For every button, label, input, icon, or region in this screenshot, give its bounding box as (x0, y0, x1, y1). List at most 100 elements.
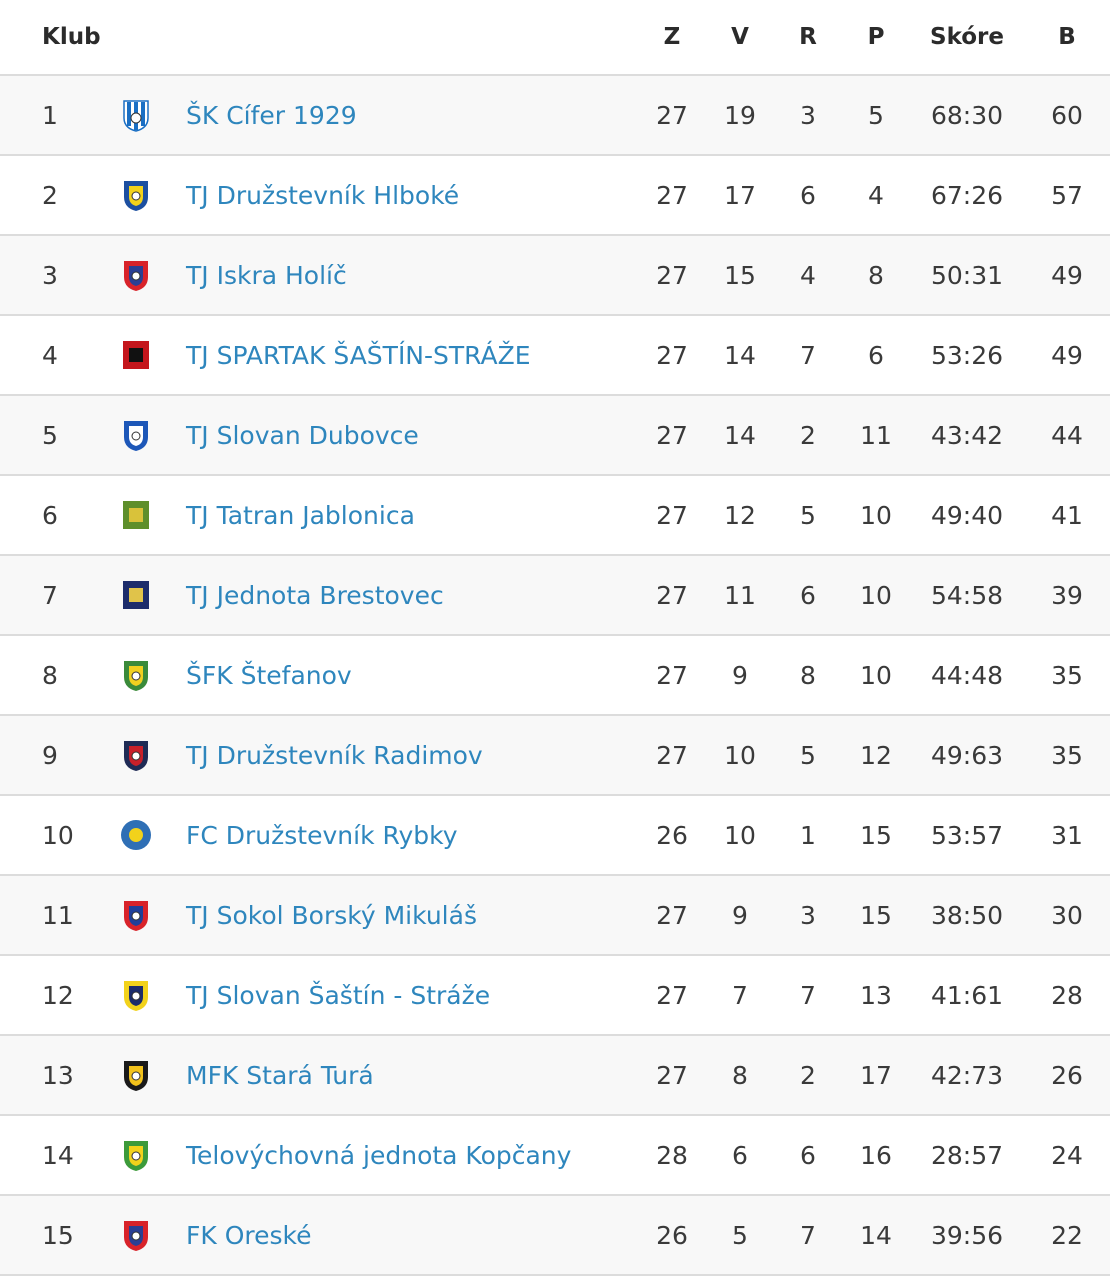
played: 27 (656, 340, 688, 370)
header-played: Z (638, 0, 706, 76)
club-crest-icon[interactable] (120, 658, 152, 692)
points: 49 (1051, 340, 1083, 370)
table-row: 6 TJ Tatran Jablonica 27 12 5 10 49:40 41 (0, 475, 1110, 555)
table-row: 7 TJ Jednota Brestovec 27 11 6 10 54:58 39 (0, 555, 1110, 635)
club-link[interactable]: ŠFK Štefanov (186, 660, 352, 690)
club-crest-cell (120, 1115, 186, 1195)
club-name-cell: TJ SPARTAK ŠAŠTÍN-STRÁŽE (186, 315, 638, 395)
losses: 15 (860, 900, 892, 930)
club-link[interactable]: TJ Tatran Jablonica (186, 500, 415, 530)
club-crest-cell (120, 795, 186, 875)
club-crest-icon[interactable] (120, 258, 152, 292)
club-link[interactable]: MFK Stará Turá (186, 1060, 374, 1090)
club-crest-cell (120, 395, 186, 475)
draws: 1 (800, 820, 816, 850)
table-row: 8 ŠFK Štefanov 27 9 8 10 44:48 35 (0, 635, 1110, 715)
club-crest-icon[interactable] (120, 578, 152, 612)
wins: 17 (724, 180, 756, 210)
club-crest-icon[interactable] (120, 498, 152, 532)
table-header-row: Klub Z V R P Skóre B (0, 0, 1110, 76)
score: 39:56 (930, 1220, 1004, 1250)
club-crest-cell (120, 1195, 186, 1275)
position: 10 (42, 820, 74, 850)
club-link[interactable]: TJ Družstevník Hlboké (186, 180, 460, 210)
points: 26 (1051, 1060, 1083, 1090)
club-crest-icon[interactable] (120, 98, 152, 132)
club-crest-icon[interactable] (120, 418, 152, 452)
club-link[interactable]: TJ Družstevník Radimov (186, 740, 483, 770)
table-row: 13 MFK Stará Turá 27 8 2 17 42:73 26 (0, 1035, 1110, 1115)
wins: 14 (724, 420, 756, 450)
played: 26 (656, 1220, 688, 1250)
club-crest-cell (120, 235, 186, 315)
table-row: 14 Telovýchovná jednota Kopčany 28 6 6 16 28:5… (0, 1115, 1110, 1195)
table-row: 11 TJ Sokol Borský Mikuláš 27 9 3 15 38:50 30 (0, 875, 1110, 955)
club-crest-icon[interactable] (120, 818, 152, 852)
position: 7 (42, 580, 58, 610)
club-link[interactable]: TJ Jednota Brestovec (186, 580, 444, 610)
position: 12 (42, 980, 74, 1010)
table-row: 4 TJ SPARTAK ŠAŠTÍN-STRÁŽE 27 14 7 6 53:26 49 (0, 315, 1110, 395)
club-crest-icon[interactable] (120, 898, 152, 932)
position: 11 (42, 900, 74, 930)
score: 49:63 (930, 740, 1004, 770)
club-crest-icon[interactable] (120, 738, 152, 772)
club-link[interactable]: ŠK Cífer 1929 (186, 100, 357, 130)
score: 28:57 (930, 1140, 1004, 1170)
club-name-cell: TJ Iskra Holíč (186, 235, 638, 315)
losses: 8 (868, 260, 884, 290)
club-link[interactable]: FK Oreské (186, 1220, 312, 1250)
losses: 15 (860, 820, 892, 850)
points: 39 (1051, 580, 1083, 610)
club-crest-icon[interactable] (120, 1138, 152, 1172)
club-name-cell: FK Oreské (186, 1195, 638, 1275)
points: 57 (1051, 180, 1083, 210)
club-link[interactable]: TJ Iskra Holíč (186, 260, 347, 290)
score: 43:42 (930, 420, 1004, 450)
played: 27 (656, 740, 688, 770)
points: 22 (1051, 1220, 1083, 1250)
club-crest-icon[interactable] (120, 338, 152, 372)
club-link[interactable]: TJ Slovan Dubovce (186, 420, 419, 450)
club-link[interactable]: Telovýchovná jednota Kopčany (186, 1140, 572, 1170)
club-crest-icon[interactable] (120, 1218, 152, 1252)
header-draws: R (774, 0, 842, 76)
club-link[interactable]: FC Družstevník Rybky (186, 820, 458, 850)
position: 5 (42, 420, 58, 450)
score: 42:73 (930, 1060, 1004, 1090)
played: 27 (656, 580, 688, 610)
draws: 2 (800, 420, 816, 450)
club-link[interactable]: TJ Sokol Borský Mikuláš (186, 900, 477, 930)
club-crest-icon[interactable] (120, 1058, 152, 1092)
played: 27 (656, 100, 688, 130)
club-name-cell: ŠFK Štefanov (186, 635, 638, 715)
score: 67:26 (930, 180, 1004, 210)
club-crest-cell (120, 715, 186, 795)
played: 27 (656, 900, 688, 930)
table-row: 10 FC Družstevník Rybky 26 10 1 15 53:57 31 (0, 795, 1110, 875)
header-wins: V (706, 0, 774, 76)
draws: 6 (800, 1140, 816, 1170)
club-crest-cell (120, 315, 186, 395)
played: 27 (656, 660, 688, 690)
club-crest-icon[interactable] (120, 178, 152, 212)
score: 49:40 (930, 500, 1004, 530)
position: 15 (42, 1220, 74, 1250)
wins: 14 (724, 340, 756, 370)
club-link[interactable]: TJ SPARTAK ŠAŠTÍN-STRÁŽE (186, 340, 531, 370)
draws: 7 (800, 340, 816, 370)
played: 27 (656, 500, 688, 530)
club-crest-icon[interactable] (120, 978, 152, 1012)
table-row: 3 TJ Iskra Holíč 27 15 4 8 50:31 49 (0, 235, 1110, 315)
score: 50:31 (930, 260, 1004, 290)
played: 27 (656, 1060, 688, 1090)
header-losses: P (842, 0, 910, 76)
losses: 17 (860, 1060, 892, 1090)
wins: 10 (724, 740, 756, 770)
club-link[interactable]: TJ Slovan Šaštín - Stráže (186, 980, 491, 1010)
position: 3 (42, 260, 58, 290)
header-score: Skóre (910, 0, 1024, 76)
played: 27 (656, 980, 688, 1010)
points: 49 (1051, 260, 1083, 290)
